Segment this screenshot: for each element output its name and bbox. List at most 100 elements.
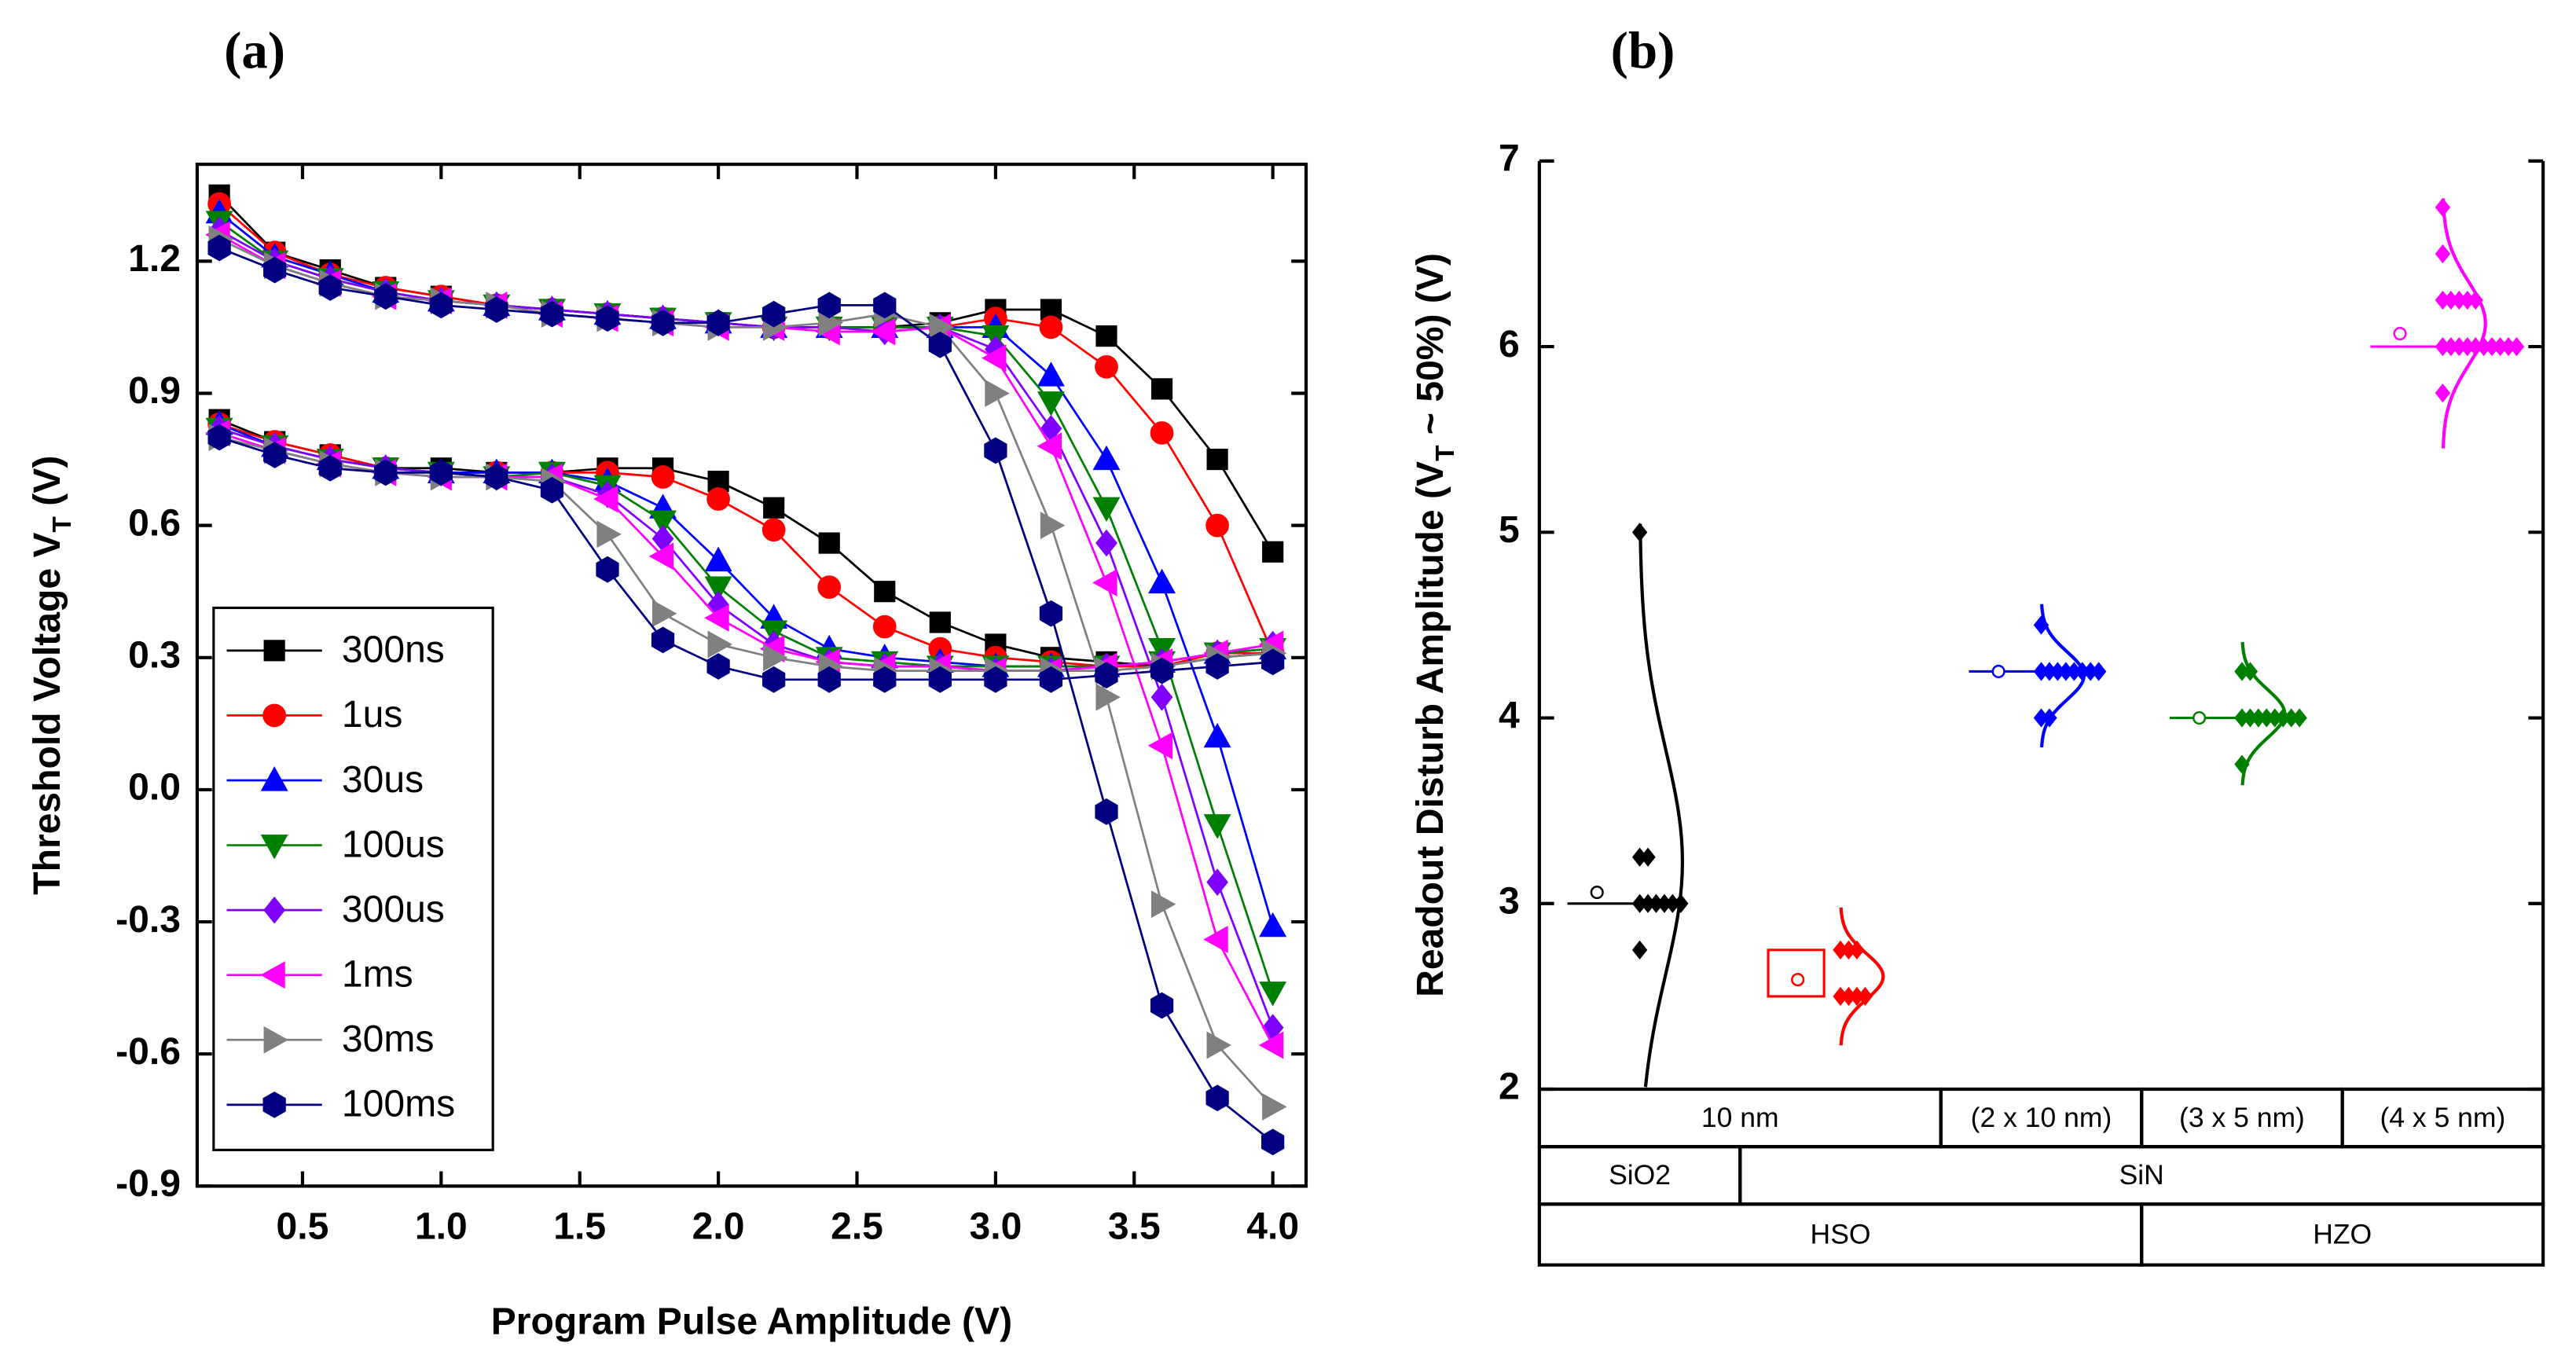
marker	[1203, 926, 1228, 953]
marker	[1262, 1093, 1287, 1121]
marker	[263, 442, 287, 468]
plot-frame	[195, 162, 1308, 1188]
legend-text: 100us	[342, 823, 445, 865]
marker	[704, 546, 732, 572]
marker	[2508, 336, 2525, 357]
marker	[874, 581, 896, 603]
x-tick-label: 1.5	[553, 1205, 606, 1247]
y-tick-label: 0.9	[128, 369, 181, 412]
x-tick-label: 0.5	[277, 1205, 329, 1247]
marker	[596, 520, 622, 549]
marker	[706, 487, 730, 511]
marker	[1205, 1084, 1229, 1112]
marker	[1631, 523, 1648, 542]
table-cell-text: HSO	[1811, 1218, 1871, 1249]
legend-marker	[263, 896, 286, 924]
legend-text: 300us	[342, 888, 445, 930]
x-tick-label: 4.0	[1246, 1205, 1299, 1247]
marker	[1095, 683, 1121, 711]
y-tick-label: -0.6	[116, 1030, 181, 1073]
marker	[1095, 355, 1118, 379]
y-axis-title-part: Readout Disturb Amplitude (V	[1409, 461, 1451, 997]
marker	[763, 644, 788, 672]
marker	[318, 274, 342, 301]
marker	[872, 615, 897, 639]
y-axis-title-part: ~ 50%) (V)	[1409, 253, 1451, 445]
mean-marker	[1791, 973, 1805, 987]
table-cell-text: HZO	[2313, 1218, 2372, 1249]
marker	[374, 459, 398, 486]
marker	[596, 556, 619, 583]
table-cell-text: SiN	[2119, 1159, 2164, 1191]
table-cell	[2140, 1202, 2545, 1267]
marker	[1205, 653, 1229, 680]
marker	[2033, 615, 2049, 635]
marker	[1150, 992, 1174, 1019]
legend-marker	[263, 640, 285, 662]
marker	[1037, 361, 1065, 387]
table-cell-text: (2 x 10 nm)	[1971, 1102, 2112, 1133]
table-cell-text: SiO2	[1609, 1159, 1671, 1191]
x-tick-label: 2.5	[831, 1205, 883, 1247]
y-tick-label: 7	[1499, 138, 1520, 180]
marker	[1631, 940, 1648, 960]
marker	[1673, 893, 1689, 913]
box	[1767, 949, 1826, 998]
marker	[2292, 708, 2307, 728]
marker	[1147, 732, 1173, 760]
marker	[928, 666, 952, 693]
marker	[1095, 662, 1118, 689]
x-tick-label: 1.0	[415, 1205, 468, 1247]
table-cell-text: (3 x 5 nm)	[2179, 1102, 2305, 1133]
y-tick-label: -0.3	[116, 898, 181, 941]
marker	[1095, 325, 1117, 347]
marker	[1261, 648, 1285, 676]
mean-marker	[1991, 664, 2005, 679]
marker	[648, 542, 674, 571]
marker	[1849, 940, 1865, 960]
y-tick-label: 0.0	[128, 766, 181, 809]
legend-marker	[263, 1026, 288, 1054]
marker	[707, 630, 732, 659]
x-axis-title: Program Pulse Amplitude (V)	[491, 1301, 1012, 1343]
legend-text: 1ms	[342, 953, 413, 996]
marker	[817, 666, 841, 693]
marker	[1259, 912, 1287, 938]
marker	[2242, 662, 2259, 681]
marker	[704, 604, 729, 632]
y-tick-label: 6	[1499, 323, 1520, 365]
marker	[1258, 1031, 1284, 1059]
marker	[985, 380, 1010, 407]
marker	[1095, 529, 1117, 557]
marker	[1205, 513, 1229, 538]
marker	[870, 317, 896, 346]
marker	[1262, 541, 1284, 563]
marker	[429, 292, 453, 319]
marker	[873, 292, 897, 319]
marker	[817, 575, 842, 599]
marker	[2234, 754, 2250, 774]
marker	[763, 497, 785, 519]
legend-text: 100ms	[342, 1083, 455, 1125]
legend-marker	[260, 766, 288, 791]
y-tick-label: 2	[1499, 1066, 1520, 1108]
legend-text: 1us	[342, 693, 403, 736]
marker	[2435, 383, 2451, 403]
marker	[1095, 798, 1118, 825]
marker	[649, 510, 677, 535]
y-axis-title: Readout Disturb Amplitude (VT ~ 50%) (V)	[1409, 253, 1461, 997]
distribution-curve	[1638, 523, 1685, 1088]
x-tick-label: 2.0	[692, 1205, 745, 1247]
marker	[318, 454, 342, 482]
y-axis-title-part: T	[1431, 445, 1460, 461]
legend-marker	[260, 834, 288, 860]
marker	[1037, 391, 1065, 416]
marker	[1203, 814, 1231, 839]
marker	[706, 309, 730, 336]
marker	[429, 459, 453, 486]
legend-marker	[262, 1091, 286, 1118]
marker	[2468, 290, 2483, 310]
marker	[1148, 568, 1176, 594]
table-cell-text: 10 nm	[1701, 1102, 1779, 1133]
